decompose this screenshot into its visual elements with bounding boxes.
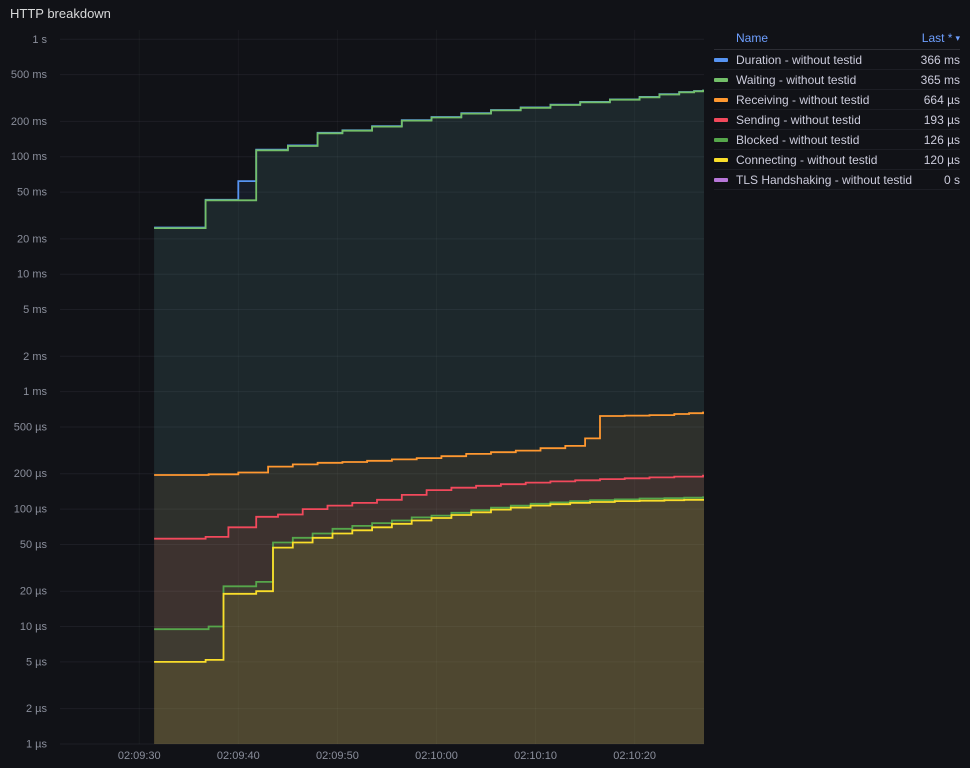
- y-tick-label: 100 µs: [14, 504, 48, 516]
- series-color-swatch: [714, 137, 728, 142]
- series-color-swatch: [714, 77, 728, 82]
- series-name: Blocked - without testid: [736, 132, 860, 147]
- series-color-swatch: [714, 117, 728, 122]
- x-tick-label: 02:09:50: [316, 750, 359, 762]
- legend-header: Name Last * ▾: [714, 30, 960, 50]
- x-tick-label: 02:10:00: [415, 750, 458, 762]
- legend-row-tls[interactable]: TLS Handshaking - without testid 0 s: [714, 170, 960, 190]
- series-fill-waiting: [154, 90, 705, 744]
- y-tick-label: 10 µs: [20, 621, 48, 633]
- legend-row-receiving[interactable]: Receiving - without testid 664 µs: [714, 90, 960, 110]
- series-color-swatch: [714, 177, 728, 182]
- legend-row-sending[interactable]: Sending - without testid 193 µs: [714, 110, 960, 130]
- y-tick-label: 50 ms: [17, 187, 47, 199]
- series-fill-receiving: [154, 412, 705, 744]
- legend-row-connecting[interactable]: Connecting - without testid 120 µs: [714, 150, 960, 170]
- series-color-swatch: [714, 157, 728, 162]
- series-name: Sending - without testid: [736, 112, 861, 127]
- legend-row-blocked[interactable]: Blocked - without testid 126 µs: [714, 130, 960, 150]
- series-name: Waiting - without testid: [736, 72, 857, 87]
- y-tick-label: 100 ms: [11, 151, 48, 163]
- series-last-value: 0 s: [943, 172, 960, 187]
- legend-header-last[interactable]: Last * ▾: [922, 31, 960, 45]
- series-name: Duration - without testid: [736, 52, 863, 67]
- series-line-connecting: [154, 498, 704, 663]
- x-tick-label: 02:10:20: [613, 750, 656, 762]
- y-tick-label: 500 µs: [14, 422, 48, 434]
- series-name: Receiving - without testid: [736, 92, 870, 107]
- series-last-value: 193 µs: [923, 112, 960, 127]
- series-fill-connecting: [154, 499, 705, 744]
- legend-header-name[interactable]: Name: [736, 31, 769, 45]
- sort-desc-icon: ▾: [955, 32, 960, 43]
- y-tick-label: 5 ms: [23, 304, 47, 316]
- x-tick-label: 02:09:30: [118, 750, 161, 762]
- series-last-value: 366 ms: [920, 52, 960, 67]
- y-tick-label: 50 µs: [20, 539, 48, 551]
- y-tick-label: 1 s: [32, 34, 47, 46]
- y-tick-label: 500 ms: [11, 69, 48, 81]
- y-tick-label: 1 ms: [23, 386, 47, 398]
- series-fill-duration: [154, 90, 705, 745]
- y-tick-label: 2 ms: [23, 351, 47, 363]
- series-line-sending: [154, 474, 704, 540]
- series-name: Connecting - without testid: [736, 152, 878, 167]
- legend-header-last-label: Last *: [921, 31, 953, 45]
- y-tick-label: 1 µs: [26, 739, 48, 751]
- legend-table: Name Last * ▾ Duration - without testid …: [714, 30, 960, 190]
- series-color-swatch: [714, 97, 728, 102]
- series-fill-blocked: [154, 497, 705, 744]
- series-line-waiting: [154, 89, 704, 229]
- series-last-value: 664 µs: [923, 92, 960, 107]
- legend-row-waiting[interactable]: Waiting - without testid 365 ms: [714, 70, 960, 90]
- series-last-value: 120 µs: [923, 152, 960, 167]
- chart-canvas[interactable]: 02:09:30 02:09:40 02:09:50 02:10:00 02:10:10…: [0, 0, 712, 768]
- y-tick-label: 5 µs: [26, 656, 48, 668]
- timeseries-chart[interactable]: 02:09:30 02:09:40 02:09:50 02:10:00 02:10:10…: [0, 0, 712, 768]
- legend-row-duration[interactable]: Duration - without testid 366 ms: [714, 50, 960, 70]
- y-tick-label: 200 µs: [14, 468, 48, 480]
- y-tick-label: 200 ms: [11, 116, 48, 128]
- series-last-value: 126 µs: [923, 132, 960, 147]
- series-name: TLS Handshaking - without testid: [736, 172, 913, 187]
- panel-title[interactable]: HTTP breakdown: [10, 6, 111, 21]
- series-color-swatch: [714, 57, 728, 62]
- y-tick-label: 2 µs: [26, 703, 48, 715]
- x-tick-label: 02:10:10: [514, 750, 557, 762]
- x-tick-label: 02:09:40: [217, 750, 260, 762]
- y-tick-label: 20 µs: [20, 586, 48, 598]
- series-last-value: 365 ms: [920, 72, 960, 87]
- y-tick-label: 20 ms: [17, 233, 47, 245]
- series-line-receiving: [154, 411, 704, 476]
- legend-rows: Duration - without testid 366 ms Waiting…: [714, 50, 960, 190]
- y-tick-label: 10 ms: [17, 269, 47, 281]
